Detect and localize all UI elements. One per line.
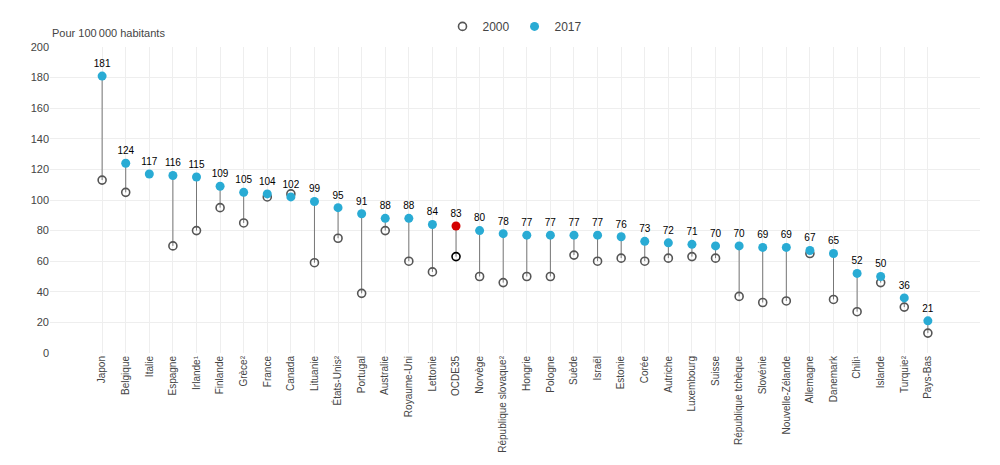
- svg-text:OCDE35: OCDE35: [450, 356, 461, 396]
- svg-text:115: 115: [189, 159, 205, 170]
- svg-text:Suisse: Suisse: [710, 356, 721, 386]
- svg-text:95: 95: [332, 190, 344, 201]
- svg-text:117: 117: [141, 156, 157, 167]
- svg-text:84: 84: [427, 206, 439, 217]
- svg-text:Finlande: Finlande: [214, 356, 225, 395]
- svg-text:70: 70: [734, 228, 746, 239]
- svg-text:Turquie²: Turquie²: [899, 355, 910, 393]
- svg-text:88: 88: [403, 200, 415, 211]
- svg-text:105: 105: [235, 174, 252, 185]
- svg-text:Allemagne: Allemagne: [804, 356, 815, 404]
- svg-text:Chili¹: Chili¹: [851, 355, 862, 378]
- svg-text:104: 104: [259, 176, 276, 187]
- svg-text:60: 60: [37, 255, 49, 267]
- svg-text:77: 77: [568, 217, 580, 228]
- svg-text:100: 100: [31, 194, 49, 206]
- svg-text:2017: 2017: [555, 20, 582, 34]
- svg-text:Luxembourg: Luxembourg: [686, 356, 697, 412]
- svg-text:180: 180: [31, 71, 49, 83]
- svg-text:Royaume-Uni: Royaume-Uni: [403, 356, 414, 417]
- svg-text:Israël: Israël: [592, 356, 603, 380]
- svg-text:Australie: Australie: [379, 356, 390, 395]
- svg-text:181: 181: [94, 58, 111, 69]
- svg-text:Suède: Suède: [568, 356, 579, 385]
- svg-text:Nouvelle-Zélande: Nouvelle-Zélande: [781, 356, 792, 435]
- svg-text:Lituanie: Lituanie: [309, 356, 320, 391]
- svg-text:77: 77: [521, 217, 533, 228]
- svg-text:Portugal: Portugal: [356, 356, 367, 393]
- svg-text:Pologne: Pologne: [545, 356, 556, 393]
- svg-text:116: 116: [165, 157, 181, 168]
- svg-text:Corée: Corée: [639, 356, 650, 384]
- svg-text:21: 21: [922, 303, 934, 314]
- svg-text:160: 160: [31, 102, 49, 114]
- svg-text:52: 52: [852, 255, 864, 266]
- svg-text:50: 50: [875, 258, 887, 269]
- svg-text:72: 72: [663, 225, 675, 236]
- svg-text:40: 40: [37, 286, 49, 298]
- svg-text:67: 67: [804, 232, 816, 243]
- svg-text:Lettonie: Lettonie: [427, 356, 438, 392]
- svg-text:États-Unis²: États-Unis²: [331, 355, 343, 405]
- svg-text:78: 78: [498, 216, 510, 227]
- svg-text:109: 109: [212, 168, 229, 179]
- svg-text:83: 83: [450, 208, 462, 219]
- svg-text:Slovénie: Slovénie: [757, 356, 768, 395]
- svg-text:Grèce²: Grèce²: [238, 355, 249, 386]
- svg-text:140: 140: [31, 133, 49, 145]
- svg-text:124: 124: [117, 145, 134, 156]
- svg-text:Pour 100 000 habitants: Pour 100 000 habitants: [52, 27, 165, 39]
- svg-text:France: France: [262, 356, 273, 388]
- svg-text:0: 0: [43, 347, 49, 359]
- svg-text:Estonie: Estonie: [615, 356, 626, 390]
- svg-text:73: 73: [639, 223, 651, 234]
- svg-text:Norvège: Norvège: [474, 356, 485, 394]
- svg-text:102: 102: [283, 179, 300, 190]
- svg-text:69: 69: [757, 229, 769, 240]
- svg-text:Espagne: Espagne: [167, 356, 178, 396]
- svg-text:36: 36: [899, 280, 911, 291]
- svg-text:Irlande¹: Irlande¹: [191, 355, 202, 390]
- svg-text:République slovaque²: République slovaque²: [497, 355, 508, 452]
- svg-text:Hongrie: Hongrie: [521, 356, 532, 391]
- svg-text:120: 120: [31, 163, 49, 175]
- svg-text:200: 200: [31, 41, 49, 53]
- svg-text:Belgique: Belgique: [120, 356, 131, 395]
- svg-text:Pays-Bas: Pays-Bas: [922, 356, 933, 399]
- svg-text:65: 65: [828, 235, 840, 246]
- svg-text:2000: 2000: [483, 20, 510, 34]
- svg-text:80: 80: [474, 212, 486, 223]
- svg-text:Japon: Japon: [96, 356, 107, 383]
- svg-text:71: 71: [686, 226, 698, 237]
- svg-text:Canada: Canada: [285, 356, 296, 391]
- svg-text:80: 80: [37, 224, 49, 236]
- svg-text:Islande: Islande: [875, 356, 886, 389]
- svg-text:77: 77: [545, 217, 557, 228]
- svg-text:99: 99: [309, 183, 321, 194]
- svg-text:91: 91: [356, 196, 368, 207]
- svg-text:République tchèque: République tchèque: [733, 356, 744, 445]
- svg-text:Italie: Italie: [144, 356, 155, 378]
- svg-text:Danemark: Danemark: [828, 355, 839, 402]
- svg-text:70: 70: [710, 228, 722, 239]
- svg-text:69: 69: [781, 229, 793, 240]
- svg-text:Autriche: Autriche: [663, 356, 674, 393]
- svg-text:88: 88: [380, 200, 392, 211]
- svg-text:20: 20: [37, 316, 49, 328]
- svg-text:77: 77: [592, 217, 604, 228]
- svg-text:76: 76: [616, 219, 628, 230]
